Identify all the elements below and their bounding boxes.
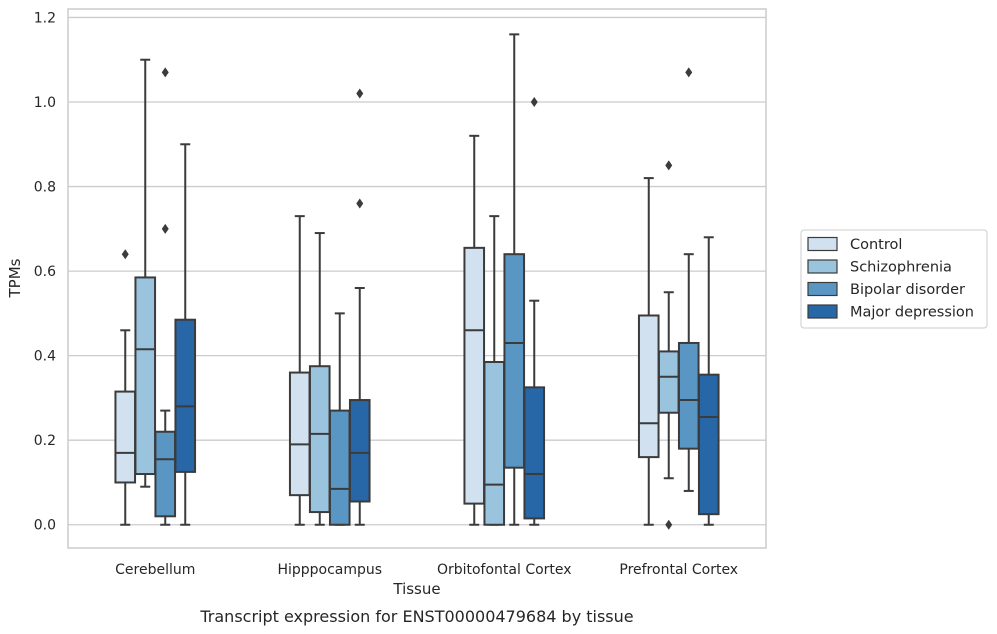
legend-label: Bipolar disorder	[850, 282, 965, 298]
box-bipolar-disorder	[503, 33, 526, 526]
outlier-marker	[161, 223, 169, 234]
x-tick-label: Hipppocampus	[277, 562, 382, 578]
box-iqr	[348, 399, 371, 503]
legend-label: Control	[850, 237, 902, 253]
box-iqr	[114, 390, 137, 484]
legend-label: Schizophrenia	[850, 260, 952, 276]
box-iqr	[523, 386, 546, 520]
box-bipolar-disorder	[154, 67, 177, 526]
y-tick-label: 0.6	[34, 264, 56, 280]
plot-border	[67, 8, 767, 549]
x-axis-label: Tissue	[392, 580, 440, 598]
legend: Control Schizophrenia Bipolar disorder Majo…	[800, 229, 988, 329]
box-iqr	[657, 350, 680, 414]
y-tick-label: 1.2	[34, 10, 56, 26]
x-tick-label: Orbitofontal Cortex	[437, 562, 572, 578]
legend-swatch	[807, 281, 838, 297]
y-tick-label: 0.4	[34, 349, 56, 365]
box-major-depression	[174, 143, 197, 526]
outlier-marker	[161, 67, 169, 78]
x-tick-label: Prefrontal Cortex	[619, 562, 738, 578]
box-bipolar-disorder	[328, 312, 351, 526]
box-iqr	[677, 341, 700, 450]
box-iqr	[174, 318, 197, 473]
y-tick-label: 1.0	[34, 95, 56, 111]
outlier-marker	[356, 198, 364, 209]
outlier-marker	[685, 67, 693, 78]
outlier-marker	[356, 88, 364, 99]
outlier-marker	[665, 160, 673, 171]
box-iqr	[697, 373, 720, 516]
box-iqr	[503, 253, 526, 469]
legend-frame	[800, 229, 988, 329]
box-iqr	[328, 409, 351, 526]
y-tick-label: 0.8	[34, 180, 56, 196]
box-major-depression	[348, 88, 371, 526]
box-major-depression	[697, 236, 720, 526]
outlier-marker	[121, 249, 129, 260]
y-tick-label: 0.2	[34, 433, 56, 449]
legend-swatch	[807, 236, 838, 252]
outlier-marker	[530, 97, 538, 108]
legend-swatch	[807, 304, 838, 319]
y-axis-label: TPMs	[6, 258, 24, 298]
chart-caption: Transcript expression for ENST0000047968…	[199, 607, 633, 626]
legend-swatch	[807, 259, 838, 274]
legend-label: Major depression	[850, 305, 974, 321]
box-bipolar-disorder	[677, 67, 700, 492]
box-iqr	[134, 276, 157, 476]
box-iqr	[463, 246, 486, 505]
box-control	[288, 215, 311, 526]
y-tick-label: 0.0	[34, 518, 56, 534]
x-tick-labels: Cerebellum Hipppocampus Orbitofontal Corte…	[115, 562, 738, 578]
box-series	[114, 33, 720, 530]
box-iqr	[288, 371, 311, 497]
box-schizophrenia	[134, 58, 157, 488]
outlier-marker	[665, 519, 673, 530]
y-tick-labels: 0.0 0.2 0.4 0.6 0.8 1.0 1.2	[34, 10, 56, 533]
box-iqr	[483, 360, 506, 526]
box-control	[114, 249, 137, 526]
box-iqr	[154, 430, 177, 518]
box-iqr	[308, 365, 331, 514]
box-iqr	[637, 314, 660, 459]
x-tick-label: Cerebellum	[115, 562, 195, 578]
box-major-depression	[523, 97, 546, 526]
